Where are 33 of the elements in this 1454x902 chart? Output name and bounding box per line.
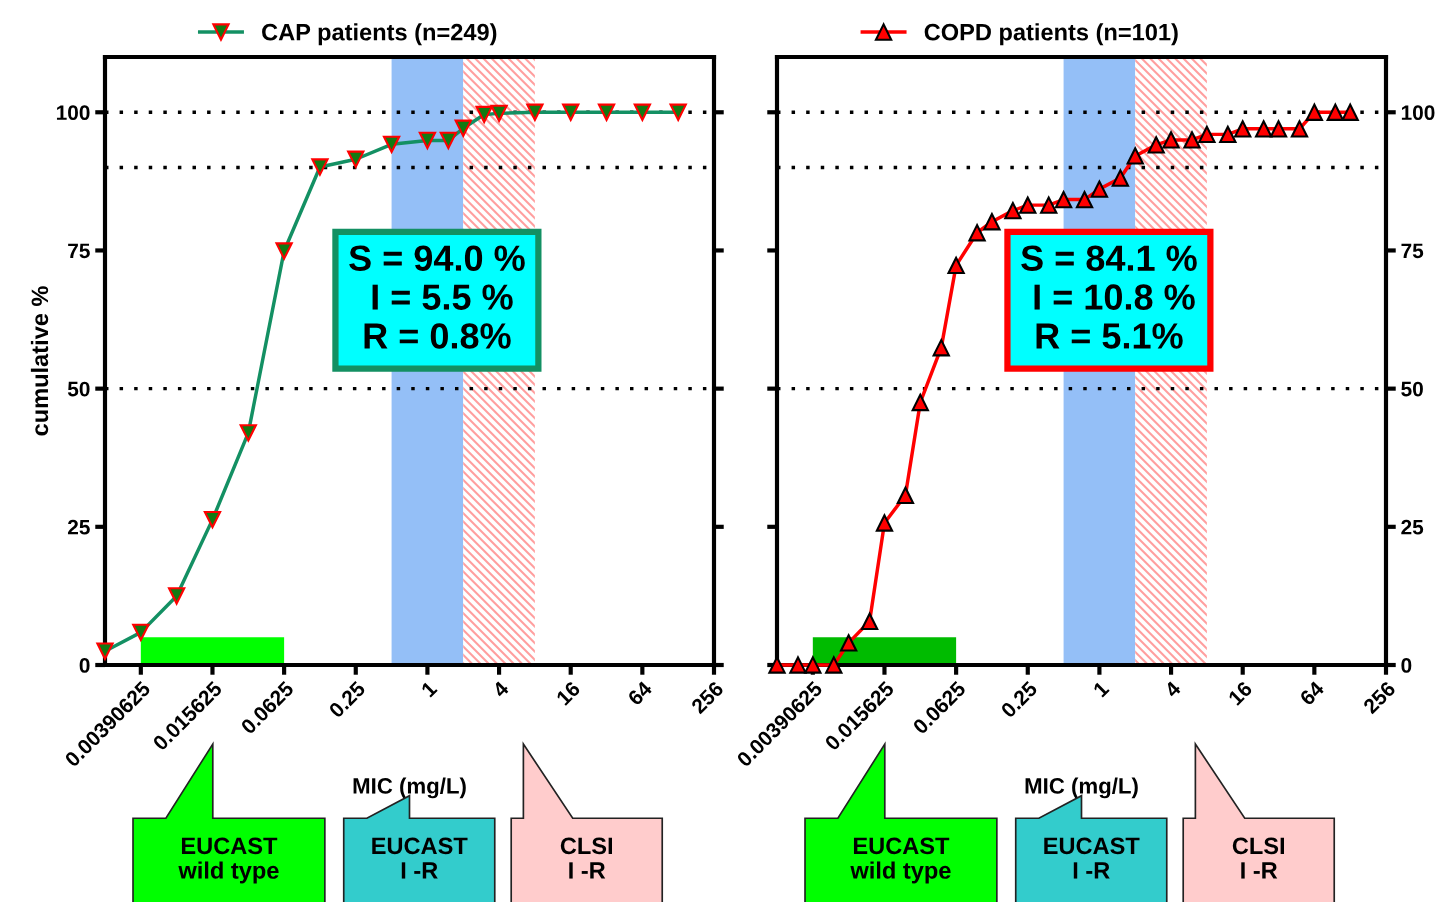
y-tick-label: 75	[68, 243, 90, 259]
x-tick-label: 4	[491, 680, 510, 699]
annotation: S = 84.1 % I = 10.8 % R = 5.1%	[1021, 245, 1197, 349]
x-tick-label: 256	[690, 680, 725, 715]
x-tick-label: 4	[1163, 680, 1182, 699]
y-tick-label: 50	[1401, 381, 1423, 397]
y-tick-label: 75	[1401, 243, 1424, 259]
x-tick-label: 16	[1227, 680, 1253, 706]
y-tick-label: 25	[67, 519, 90, 535]
text: CLSI I -R	[1232, 837, 1285, 879]
y-tick-label: 100	[1401, 105, 1435, 121]
y-tick-label: 0	[79, 658, 90, 673]
x-tick-label: 64	[1298, 680, 1326, 707]
y-axis-title: cumulative %	[30, 286, 49, 436]
x-tick-label: 16	[555, 680, 581, 706]
text: EUCAST I -R	[1044, 837, 1140, 879]
y-tick-label: 25	[1401, 519, 1424, 535]
x-axis-title: MIC (mg/L)	[1025, 777, 1138, 799]
y-tick-label: 50	[67, 381, 90, 397]
x-tick-label: 1	[1092, 680, 1110, 698]
text: EUCAST wild type	[178, 837, 279, 884]
text: CLSI I -R	[560, 837, 613, 879]
x-tick-label: 256	[1362, 680, 1397, 715]
text: EUCAST wild type	[850, 837, 951, 884]
y-tick-label: 100	[56, 105, 90, 121]
legend-label: CAP patients (n=249)	[262, 23, 497, 46]
x-tick-label: 1	[420, 680, 438, 698]
legend-label: COPD patients (n=101)	[924, 23, 1178, 46]
y-tick-label: 0	[1401, 658, 1412, 673]
x-axis-title: MIC (mg/L)	[353, 777, 466, 799]
text: EUCAST I -R	[372, 837, 468, 879]
annotation: S = 94.0 % I = 5.5 % R = 0.8%	[349, 245, 525, 349]
x-tick-label: 64	[626, 680, 654, 707]
